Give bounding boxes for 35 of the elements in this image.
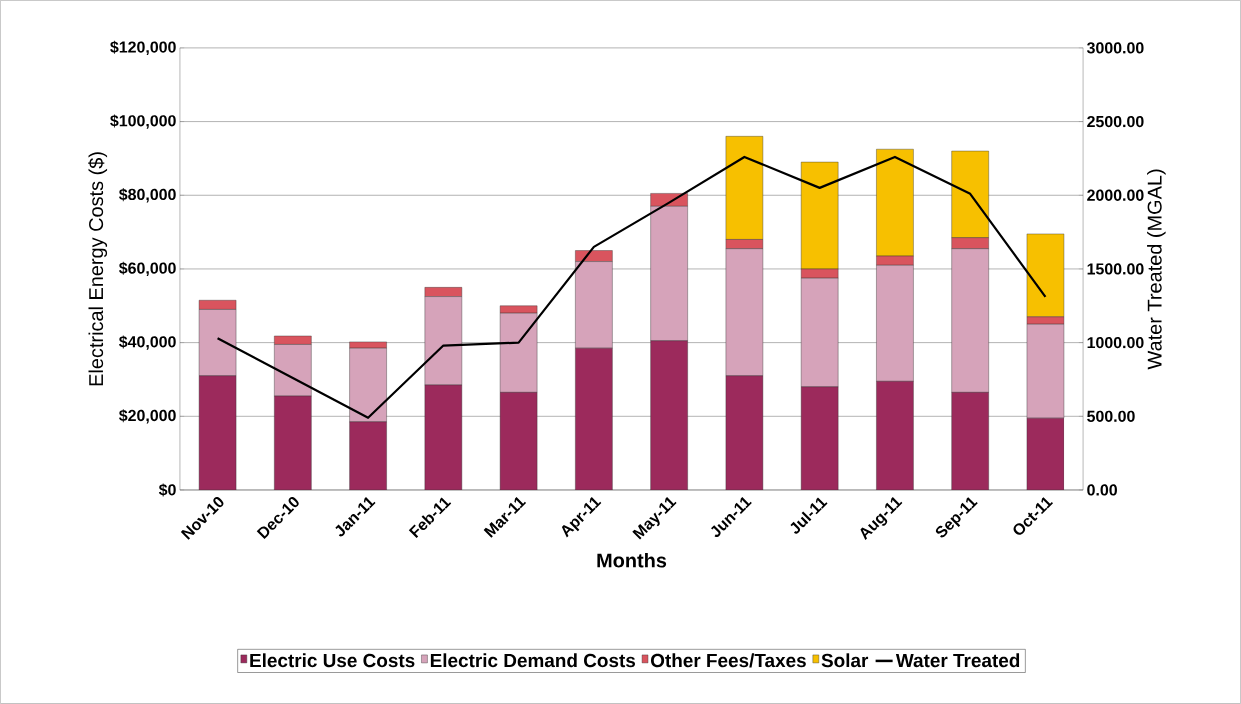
y2-tick-label: 0.00 xyxy=(1087,484,1117,496)
y-tick-label: $0 xyxy=(158,483,176,497)
bar xyxy=(1026,417,1065,491)
x-axis-title: Months xyxy=(597,552,667,568)
y-tick-label: $20,000 xyxy=(118,409,176,424)
bar xyxy=(424,384,463,491)
y2-tick-label: 2500.00 xyxy=(1087,115,1144,128)
legend-label: Electric Demand Costs xyxy=(430,653,636,668)
bar xyxy=(951,392,989,491)
bar xyxy=(349,421,387,491)
bar xyxy=(876,381,914,491)
y-tick-label: $60,000 xyxy=(118,261,176,277)
y2-axis-title: Water Treated (MGAL) xyxy=(1147,169,1166,370)
bar xyxy=(198,375,237,491)
bar xyxy=(499,392,538,491)
y2-tick-label: 3000.00 xyxy=(1086,42,1144,54)
y2-tick-label: 1000.00 xyxy=(1087,337,1144,349)
y-tick-label: $40,000 xyxy=(118,335,176,350)
y-tick-label: $120,000 xyxy=(110,40,176,56)
y2-tick-label: 1500.00 xyxy=(1087,263,1144,275)
bar xyxy=(650,340,688,491)
legend-label: Water Treated xyxy=(895,653,1020,668)
bar xyxy=(800,386,839,491)
bar xyxy=(575,347,613,491)
bar xyxy=(274,395,312,491)
line-series xyxy=(216,155,1047,419)
y2-tick-label: 2000.00 xyxy=(1087,189,1144,201)
y2-tick-label: 500.00 xyxy=(1087,410,1135,422)
y-tick-label: $100,000 xyxy=(110,114,176,129)
legend-label: Other Fees/Taxes xyxy=(651,653,806,668)
y-axis-title: Electrical Energy Costs ($) xyxy=(88,152,108,386)
legend-label: Solar xyxy=(821,653,869,668)
y-tick-label: $80,000 xyxy=(118,188,176,203)
legend-label: Electric Use Costs xyxy=(250,653,415,668)
bar xyxy=(725,375,764,491)
